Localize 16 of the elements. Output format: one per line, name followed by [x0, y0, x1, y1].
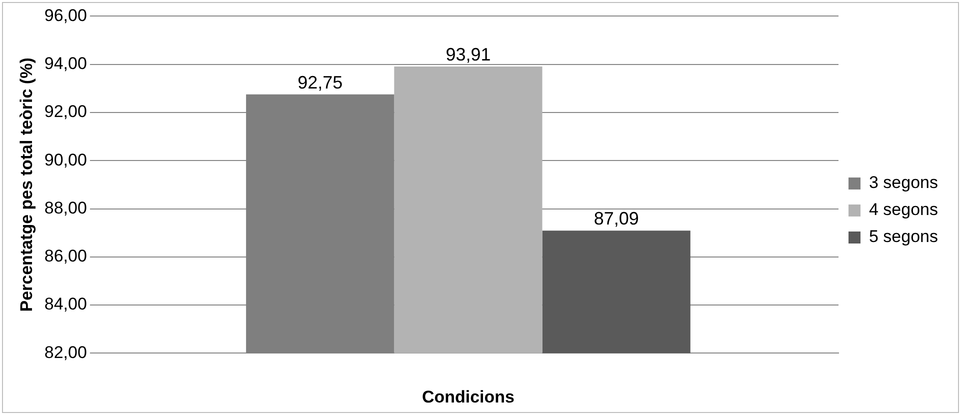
y-tick-label: 90,00	[44, 150, 87, 170]
y-tick-label: 84,00	[44, 294, 87, 314]
y-tick-label: 88,00	[44, 198, 87, 218]
data-label: 92,75	[298, 72, 343, 92]
y-tick-label: 86,00	[44, 246, 87, 266]
y-tick-label: 94,00	[44, 54, 87, 74]
legend-label: 4 segons	[869, 200, 938, 220]
x-axis-title: Condicions	[422, 387, 515, 406]
legend-label: 3 segons	[869, 173, 938, 192]
data-label: 93,91	[446, 44, 491, 64]
y-tick-label: 92,00	[44, 102, 87, 122]
data-label: 87,09	[594, 208, 639, 229]
legend-label: 5 segons	[869, 227, 938, 246]
y-tick-label: 96,00	[44, 6, 87, 25]
y-tick-label: 82,00	[44, 342, 87, 362]
y-axis-title: Percentatge pes total teòric (%)	[16, 58, 36, 312]
